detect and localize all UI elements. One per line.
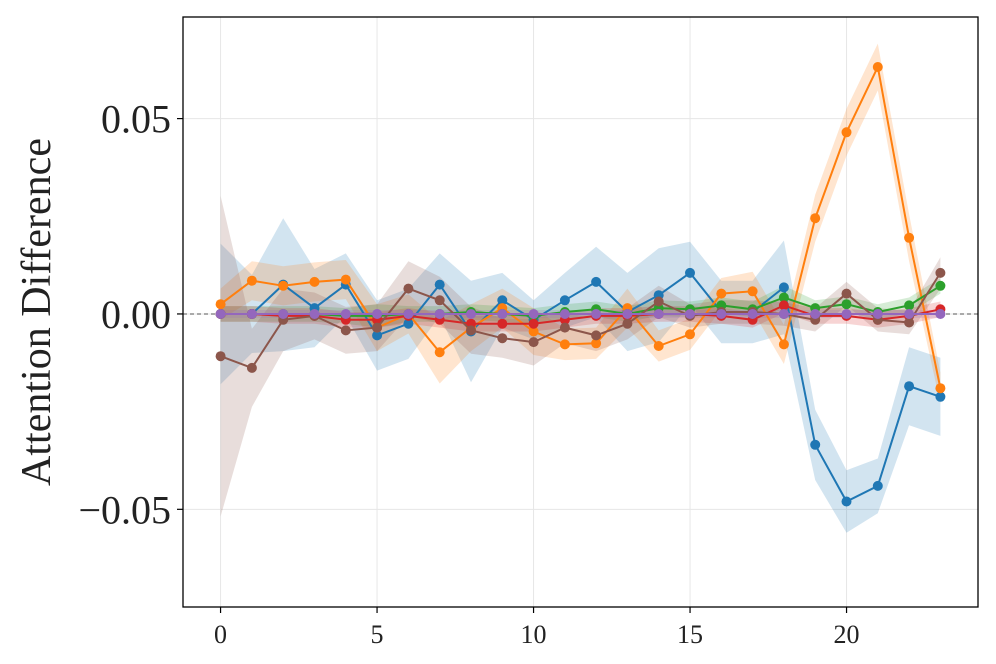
series-2-point [559, 339, 570, 350]
series-2-point [215, 299, 226, 310]
series-6-point [403, 309, 414, 319]
plot-frame [182, 16, 979, 608]
series-1-point [559, 295, 570, 306]
series-1-point [935, 391, 946, 402]
series-6-point [591, 309, 602, 319]
series-2-point [528, 326, 539, 337]
series-6-point [810, 309, 821, 319]
x-tick-label: 20 [834, 620, 860, 649]
series-2-band [220, 43, 941, 404]
series-5-point [653, 296, 664, 307]
series-6-point [622, 309, 633, 319]
series-1-point [372, 330, 383, 341]
series-1-point [904, 381, 915, 392]
series-1-point [685, 267, 695, 278]
series-6-point [497, 309, 508, 319]
series-4-point [528, 318, 539, 329]
series-6-point [528, 309, 539, 319]
series-2-point [716, 288, 727, 299]
series-3-point [935, 280, 946, 291]
series-2-point [935, 383, 946, 394]
series-5-point [372, 322, 383, 333]
series-2-point [841, 127, 852, 138]
series-1-point [778, 282, 789, 293]
series-6-point [309, 309, 320, 319]
x-tick-label: 10 [521, 620, 547, 649]
series-5-point [403, 283, 414, 294]
series-2-point [309, 276, 320, 287]
series-5-point [904, 317, 915, 328]
series-5-point [340, 325, 351, 336]
series-3-point [904, 300, 915, 311]
series-6-point [434, 309, 445, 319]
x-tick-label: 15 [677, 620, 703, 649]
series-2-point [810, 213, 821, 224]
axis-ticks: 0 5 10 15 20 0.05 0.00 −0.05 [78, 97, 859, 649]
series-6-point [904, 309, 915, 319]
series-4-point [778, 300, 789, 311]
series-2-point [591, 338, 602, 349]
series-1-point [497, 295, 508, 306]
series-2-point [747, 286, 758, 297]
series-lines [215, 62, 946, 507]
series-6-point [246, 309, 257, 319]
series-5-point [246, 362, 257, 373]
series-6-point [559, 309, 570, 319]
series-5-point [215, 351, 226, 362]
series-6-point [778, 309, 789, 319]
series-6-point [935, 309, 946, 319]
series-2-point [434, 347, 445, 358]
series-6-point [685, 309, 695, 319]
series-2-point [340, 274, 351, 285]
series-4-point [497, 318, 508, 329]
series-2-point [904, 232, 915, 243]
series-5-point [497, 333, 508, 344]
series-5-point [434, 295, 445, 306]
series-1-point [403, 318, 414, 329]
series-2-line [219, 63, 942, 389]
series-5-point [559, 322, 570, 333]
series-5-point [466, 325, 476, 336]
series-2-point [778, 339, 789, 350]
x-tick-label: 5 [371, 620, 384, 649]
x-tick-label: 0 [214, 620, 227, 649]
series-5-point [841, 288, 852, 299]
series-5-point [591, 330, 602, 341]
series-6-point [278, 309, 289, 319]
series-5-point [528, 337, 539, 348]
series-1-point [841, 496, 852, 507]
series-2-point [872, 62, 883, 72]
series-6-point [215, 309, 226, 319]
series-1-point [591, 276, 602, 287]
series-3-point [778, 292, 789, 303]
series-1-point [810, 439, 821, 450]
series-2-point [278, 280, 289, 291]
series-1-line [220, 271, 941, 503]
series-1-point [872, 480, 883, 491]
y-tick-label: 0.05 [101, 97, 171, 142]
series-6-point [872, 309, 883, 319]
confidence-bands [220, 43, 941, 533]
series-6-point [747, 309, 758, 319]
series-2-point [653, 341, 664, 351]
series-1-point [434, 279, 445, 290]
series-5-line [220, 272, 942, 370]
y-tick-label: −0.05 [78, 487, 171, 532]
series-3-point [841, 299, 852, 310]
series-6-point [372, 309, 383, 319]
series-6-point [653, 309, 664, 319]
y-axis-label: Attention Difference [14, 138, 60, 486]
y-tick-label: 0.00 [101, 292, 171, 337]
series-5-point [935, 267, 946, 278]
series-6-point [841, 309, 852, 319]
series-6-point [340, 309, 351, 319]
series-6-point [466, 309, 476, 319]
series-2-point [685, 329, 695, 340]
series-6-point [716, 309, 727, 319]
series-2-point [246, 275, 257, 286]
series-5-band [220, 196, 941, 517]
series-3-line [220, 284, 941, 317]
series-5-point [622, 318, 633, 329]
